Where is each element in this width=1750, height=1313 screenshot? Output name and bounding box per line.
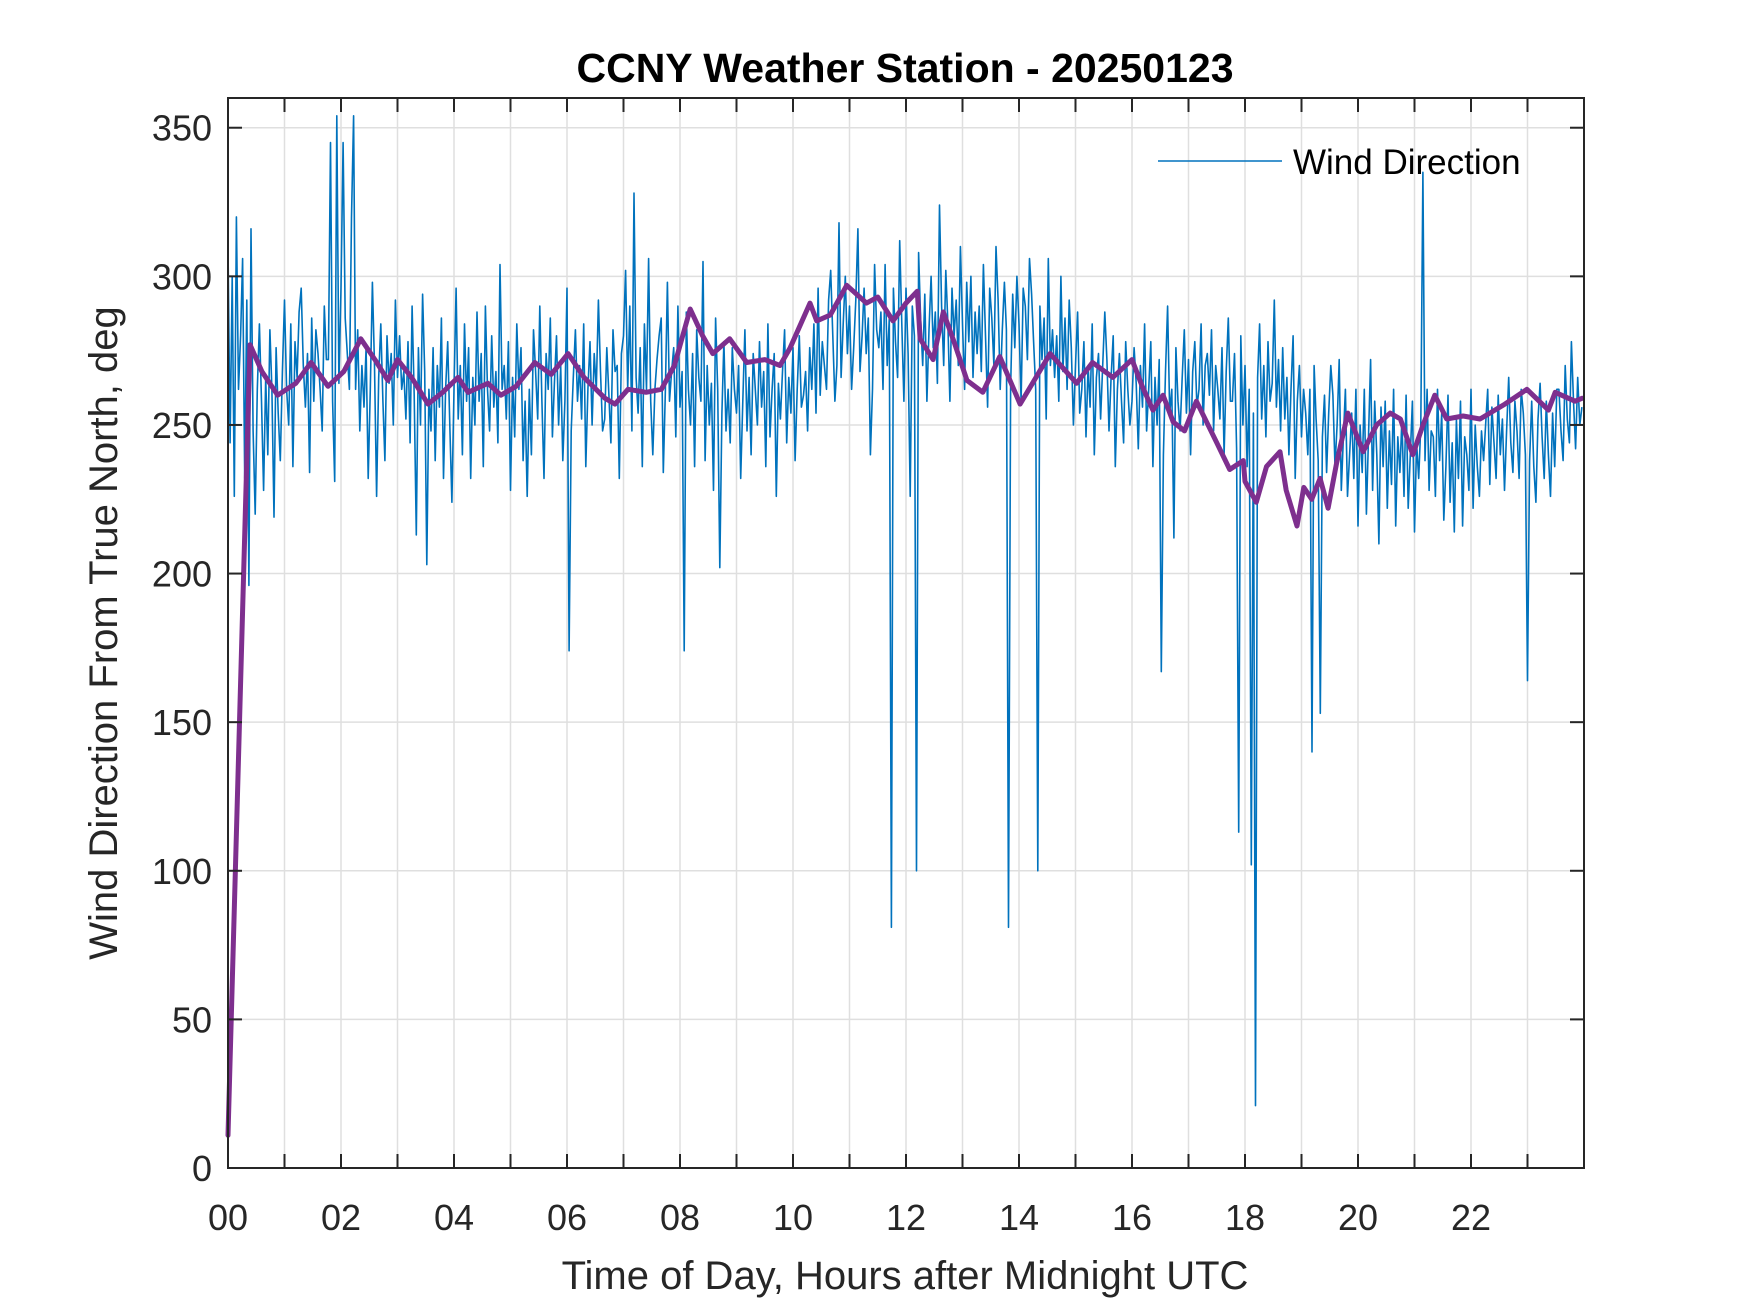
y-tick-label: 250 xyxy=(152,405,212,446)
x-tick-label: 18 xyxy=(1225,1197,1265,1238)
wind-direction-line xyxy=(227,115,1583,1107)
x-tick-label: 12 xyxy=(886,1197,926,1238)
series-layer xyxy=(225,115,1585,1138)
moving-average-line xyxy=(225,282,1585,1138)
y-tick-label: 200 xyxy=(152,554,212,595)
y-tick-labels: 0 50 100 150 200 250 300 350 xyxy=(152,108,212,1189)
x-tick-label: 14 xyxy=(999,1197,1039,1238)
x-tick-label: 08 xyxy=(660,1197,700,1238)
x-tick-label: 02 xyxy=(321,1197,361,1238)
x-tick-labels: 00 02 04 06 08 10 12 14 16 18 20 22 xyxy=(208,1197,1491,1238)
chart-title: CCNY Weather Station - 20250123 xyxy=(576,45,1233,91)
y-tick-label: 50 xyxy=(172,999,212,1040)
x-tick-label: 20 xyxy=(1338,1197,1378,1238)
y-tick-label: 0 xyxy=(192,1148,212,1189)
legend-label-wind-direction: Wind Direction xyxy=(1293,143,1521,182)
x-tick-label: 10 xyxy=(773,1197,813,1238)
axes xyxy=(227,97,1585,1169)
x-tick-label: 04 xyxy=(434,1197,474,1238)
legend: Wind Direction xyxy=(1158,143,1521,182)
y-axis-label: Wind Direction From True North, deg xyxy=(82,306,126,960)
y-tick-label: 350 xyxy=(152,108,212,149)
y-tick-label: 300 xyxy=(152,256,212,297)
x-axis-label: Time of Day, Hours after Midnight UTC xyxy=(562,1254,1249,1298)
x-tick-label: 16 xyxy=(1112,1197,1152,1238)
x-tick-label: 00 xyxy=(208,1197,248,1238)
y-tick-label: 150 xyxy=(152,702,212,743)
x-tick-label: 06 xyxy=(547,1197,587,1238)
y-tick-label: 100 xyxy=(152,851,212,892)
x-tick-label: 22 xyxy=(1451,1197,1491,1238)
